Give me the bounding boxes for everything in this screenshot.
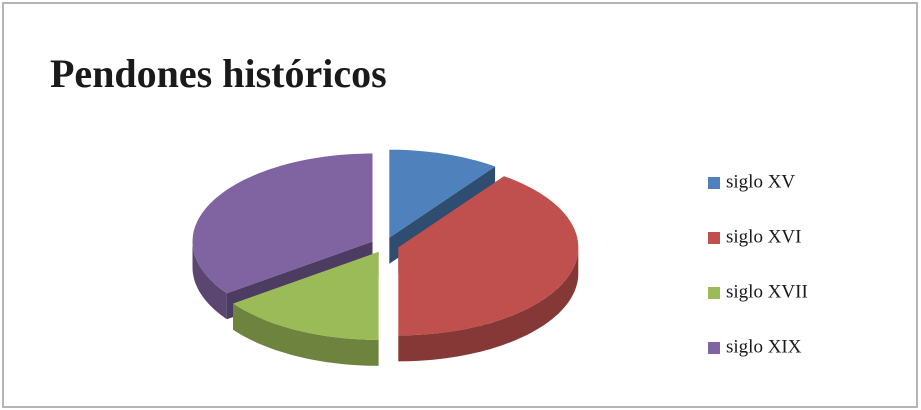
pie [192, 149, 579, 366]
slice-side [398, 247, 579, 362]
pie-slice [233, 251, 379, 366]
legend-swatch [708, 177, 720, 189]
chart-title: Pendones históricos [50, 51, 387, 96]
legend-swatch [708, 342, 720, 354]
legend-swatch [708, 232, 720, 244]
legend-label: siglo XVII [726, 281, 808, 302]
legend-label: siglo XV [726, 171, 795, 192]
slice-top [398, 176, 579, 336]
slice-top [233, 251, 379, 340]
legend-label: siglo XIX [726, 336, 802, 357]
slice-top [192, 153, 373, 294]
pie-slice [398, 176, 579, 362]
legend-label: siglo XVI [726, 226, 801, 247]
slice-top [389, 149, 496, 238]
slice-side [192, 241, 227, 320]
legend-swatch [708, 287, 720, 299]
legend: siglo XV siglo XVI siglo XVII siglo XIX [708, 171, 808, 357]
slice-side [233, 303, 379, 366]
